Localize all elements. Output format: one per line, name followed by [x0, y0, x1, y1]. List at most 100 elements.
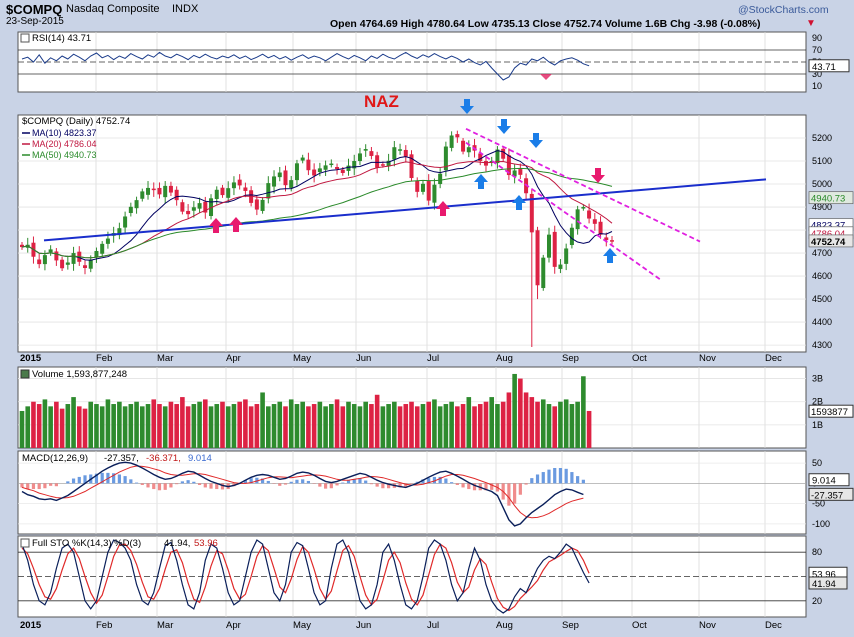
macd-histogram-bar	[301, 479, 305, 484]
price-bar-body	[329, 163, 334, 166]
pink-up-arrow-icon	[209, 218, 223, 233]
month-label: Mar	[157, 353, 173, 364]
rsi-title-box	[20, 33, 30, 43]
sto-title: Full STO %K(14,3) %D(3)	[32, 538, 141, 549]
price-bar-body	[209, 198, 214, 217]
volume-bar	[225, 406, 231, 448]
month-label: Dec	[765, 620, 782, 631]
volume-bar	[42, 399, 48, 448]
volume-value-label: 1593877	[811, 407, 848, 418]
price-tick-label: 4700	[812, 248, 832, 258]
volume-bar	[558, 401, 563, 448]
price-bar-body	[512, 170, 517, 177]
macd-histogram-bar	[461, 483, 465, 488]
macd-histogram-bar	[381, 483, 385, 489]
price-bar-body	[105, 238, 110, 244]
macd-histogram-bar	[581, 479, 585, 484]
price-bar-body	[60, 259, 65, 269]
price-bar-body	[363, 149, 368, 151]
sto-title-value: 53.96	[194, 538, 218, 549]
volume-bar	[306, 406, 311, 448]
volume-bar	[535, 401, 540, 448]
price-bar-body	[352, 161, 357, 169]
volume-bar	[472, 406, 477, 448]
price-bar-body	[375, 155, 380, 168]
price-bar-body	[610, 240, 614, 242]
macd-histogram-bar	[341, 482, 345, 484]
macd-histogram-bar	[455, 483, 459, 486]
macd-histogram-bar	[570, 472, 574, 484]
volume-bar	[334, 399, 340, 448]
price-bar-body	[157, 187, 162, 195]
legend-entry: MA(20) 4786.04	[32, 139, 97, 149]
price-bar-body	[346, 165, 351, 171]
volume-bar	[575, 401, 580, 448]
volume-bar	[237, 401, 242, 448]
price-bar-body	[237, 179, 242, 186]
macd-histogram-bar	[513, 483, 517, 504]
volume-bar	[518, 378, 523, 448]
month-label: Sep	[562, 620, 579, 631]
macd-histogram-bar	[329, 483, 333, 489]
volume-bar	[19, 410, 25, 448]
price-bar-body	[272, 176, 277, 187]
price-tick-label: 5100	[812, 156, 832, 166]
price-bar-body	[266, 183, 271, 199]
macd-value-label: 9.014	[812, 476, 836, 487]
support-trendline	[43, 178, 767, 242]
volume-bar	[117, 401, 122, 448]
volume-bar	[168, 401, 174, 448]
price-bar-body	[323, 165, 328, 170]
macd-histogram-bar	[518, 483, 522, 495]
price-bar-body	[443, 146, 448, 171]
volume-bar	[277, 401, 283, 448]
price-bar-body	[146, 187, 151, 195]
volume-bar	[397, 406, 403, 448]
volume-bar	[506, 392, 512, 448]
macd-histogram-bar	[472, 483, 477, 491]
sto-title-value: 41.94,	[164, 538, 190, 549]
volume-tick-label: 3B	[812, 374, 823, 384]
volume-bar	[386, 404, 391, 448]
price-bar-body	[140, 191, 145, 199]
macd-histogram-bar	[146, 483, 150, 488]
volume-bar	[128, 404, 134, 448]
macd-histogram-bar	[404, 483, 408, 487]
volume-tick-label: 1B	[812, 420, 823, 430]
price-bar-body	[203, 201, 208, 213]
month-label: Nov	[699, 620, 716, 631]
price-bar-body	[604, 237, 609, 241]
symbol-title: $COMPQ	[6, 2, 63, 17]
volume-bar	[25, 406, 31, 448]
price-bar-body	[100, 243, 105, 254]
macd-histogram-bar	[289, 481, 293, 484]
volume-bar	[162, 406, 168, 448]
volume-bar	[36, 404, 42, 448]
macd-histogram-bar	[438, 476, 442, 484]
price-bar-body	[478, 153, 483, 162]
ma50-line	[21, 167, 613, 259]
price-bar-body	[226, 188, 231, 198]
macd-histogram-bar	[387, 483, 391, 489]
macd-tick-label: -100	[812, 519, 830, 529]
price-bar-body	[168, 185, 173, 193]
macd-title-value: -27.357,	[104, 453, 139, 464]
macd-histogram-bar	[37, 483, 41, 490]
volume-bar	[105, 399, 111, 448]
macd-histogram-bar	[112, 473, 116, 484]
volume-bar	[300, 401, 305, 448]
price-bar-body	[529, 193, 534, 233]
volume-title-box	[20, 369, 30, 379]
volume-bar	[374, 394, 380, 448]
macd-histogram-bar	[163, 483, 167, 490]
price-bar-body	[398, 149, 403, 151]
price-tick-label: 4500	[812, 294, 832, 304]
pink-down-arrow-icon	[591, 168, 605, 183]
volume-bar	[145, 404, 151, 448]
price-bar-body	[357, 153, 362, 162]
macd-histogram-bar	[71, 478, 76, 484]
price-tick-label: 4600	[812, 271, 832, 281]
macd-histogram-bar	[54, 483, 58, 487]
price-bar-body	[300, 157, 305, 161]
price-bar-body	[575, 209, 580, 230]
